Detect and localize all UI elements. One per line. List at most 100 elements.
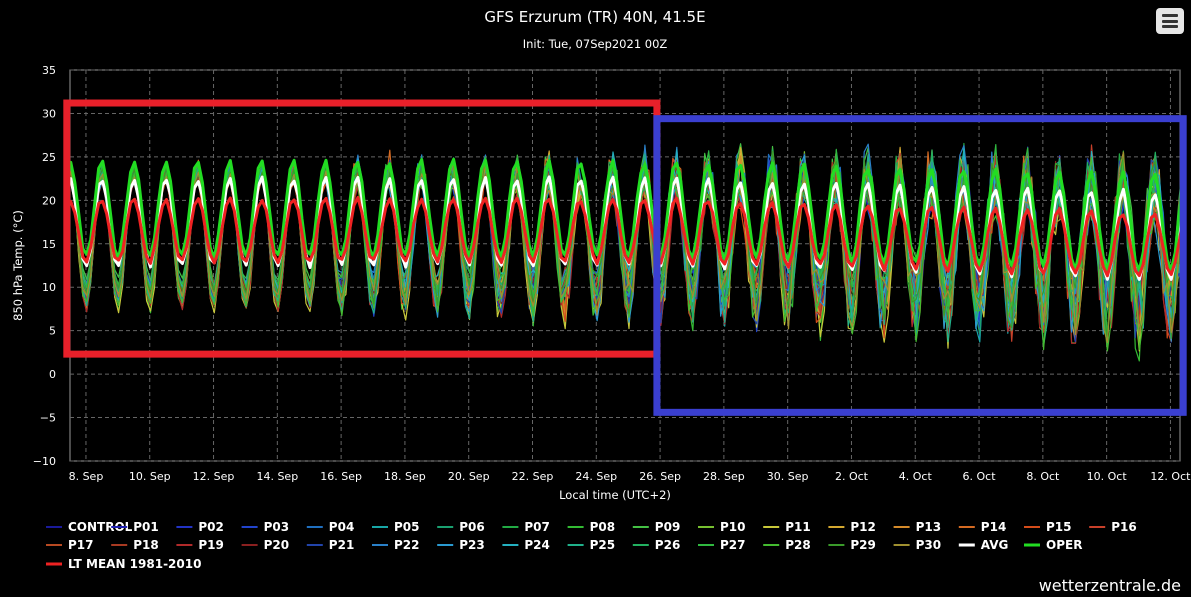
x-tick-label: 20. Sep <box>448 470 490 483</box>
legend-item-p14[interactable]: P14 <box>958 520 1007 534</box>
legend-item-p17[interactable]: P17 <box>46 538 94 552</box>
x-tick-label: 12. Oct <box>1150 470 1191 483</box>
legend-item-avg[interactable]: AVG <box>958 538 1009 552</box>
legend-label: P19 <box>198 538 224 552</box>
legend-label: P26 <box>655 538 681 552</box>
legend-item-p30[interactable]: P30 <box>893 538 942 552</box>
plot-grid <box>69 69 1181 462</box>
legend-label: CONTROL <box>68 520 133 534</box>
x-tick-label: 28. Sep <box>703 470 745 483</box>
y-tick-label: 25 <box>42 151 56 164</box>
legend-item-p12[interactable]: P12 <box>828 520 876 534</box>
legend-label: P11 <box>785 520 811 534</box>
legend-label: P21 <box>329 538 355 552</box>
legend-item-p16[interactable]: P16 <box>1089 520 1137 534</box>
legend-label: P04 <box>329 520 355 534</box>
legend-item-p28[interactable]: P28 <box>763 538 811 552</box>
hamburger-menu-icon[interactable] <box>1156 8 1184 34</box>
legend-item-p08[interactable]: P08 <box>567 520 616 534</box>
legend-label: P08 <box>590 520 616 534</box>
chart-subtitle: Init: Tue, 07Sep2021 00Z <box>523 37 668 51</box>
legend-label: P22 <box>394 538 420 552</box>
legend-label: P09 <box>655 520 681 534</box>
y-tick-label: 0 <box>49 368 56 381</box>
legend-item-p21[interactable]: P21 <box>306 538 355 552</box>
legend-item-p20[interactable]: P20 <box>241 538 290 552</box>
legend-item-p13[interactable]: P13 <box>893 520 942 534</box>
menu-bar <box>1162 14 1178 17</box>
legend: CONTROL P01 P02 P03 P04 P05 P06 P07 P08 P09 P10 P11… <box>46 520 1137 571</box>
legend-label: P13 <box>916 520 942 534</box>
legend-item-p25[interactable]: P25 <box>567 538 616 552</box>
x-tick-label: 2. Oct <box>835 470 869 483</box>
chart-title: GFS Erzurum (TR) 40N, 41.5E <box>484 8 705 26</box>
legend-label: P17 <box>68 538 94 552</box>
legend-label: P14 <box>981 520 1007 534</box>
legend-item-p07[interactable]: P07 <box>502 520 550 534</box>
legend-label: P01 <box>133 520 159 534</box>
legend-label: P20 <box>264 538 290 552</box>
legend-label: P03 <box>264 520 290 534</box>
legend-label: P23 <box>459 538 485 552</box>
legend-label: P28 <box>785 538 811 552</box>
x-tick-label: 14. Sep <box>256 470 298 483</box>
x-tick-label: 12. Sep <box>193 470 235 483</box>
legend-label: P10 <box>720 520 746 534</box>
legend-item-p26[interactable]: P26 <box>632 538 681 552</box>
y-tick-label: −10 <box>33 455 56 468</box>
legend-item-p22[interactable]: P22 <box>372 538 420 552</box>
legend-label: P27 <box>720 538 746 552</box>
legend-item-p23[interactable]: P23 <box>437 538 485 552</box>
x-tick-label: 18. Sep <box>384 470 426 483</box>
x-tick-label: 10. Sep <box>129 470 171 483</box>
y-tick-label: 15 <box>42 238 56 251</box>
legend-item-lt-mean-1981-2010[interactable]: LT MEAN 1981-2010 <box>46 557 201 571</box>
legend-label: P12 <box>850 520 876 534</box>
y-tick-label: 35 <box>42 64 56 77</box>
legend-label: P30 <box>916 538 942 552</box>
legend-item-p06[interactable]: P06 <box>437 520 485 534</box>
x-tick-label: 6. Oct <box>963 470 997 483</box>
legend-item-p24[interactable]: P24 <box>502 538 550 552</box>
menu-bar <box>1162 19 1178 23</box>
legend-item-p02[interactable]: P02 <box>176 520 224 534</box>
y-axis-label: 850 hPa Temp. (°C) <box>11 210 25 321</box>
legend-item-p03[interactable]: P03 <box>241 520 290 534</box>
legend-label: LT MEAN 1981-2010 <box>68 557 201 571</box>
x-tick-label: 4. Oct <box>899 470 933 483</box>
legend-item-p04[interactable]: P04 <box>306 520 355 534</box>
legend-label: AVG <box>981 538 1009 552</box>
legend-item-p11[interactable]: P11 <box>763 520 811 534</box>
x-tick-label: 8. Oct <box>1026 470 1060 483</box>
legend-label: P16 <box>1111 520 1137 534</box>
legend-item-control[interactable]: CONTROL <box>46 520 133 534</box>
legend-item-oper[interactable]: OPER <box>1024 538 1082 552</box>
y-tick-label: −5 <box>40 412 56 425</box>
watermark: wetterzentrale.de <box>1038 576 1181 595</box>
annotation-box-2 <box>653 115 1187 416</box>
legend-item-p19[interactable]: P19 <box>176 538 224 552</box>
series-lines <box>65 142 1185 362</box>
legend-item-p15[interactable]: P15 <box>1024 520 1072 534</box>
legend-label: P15 <box>1046 520 1072 534</box>
menu-bar <box>1162 25 1178 28</box>
x-axis-label: Local time (UTC+2) <box>559 488 671 502</box>
legend-item-p10[interactable]: P10 <box>698 520 746 534</box>
legend-item-p29[interactable]: P29 <box>828 538 876 552</box>
legend-item-p05[interactable]: P05 <box>372 520 420 534</box>
legend-item-p27[interactable]: P27 <box>698 538 746 552</box>
legend-label: P29 <box>850 538 876 552</box>
x-tick-label: 8. Sep <box>69 470 104 483</box>
legend-label: P02 <box>198 520 224 534</box>
y-tick-label: 10 <box>42 281 56 294</box>
legend-item-p01[interactable]: P01 <box>111 520 159 534</box>
x-tick-label: 22. Sep <box>512 470 554 483</box>
x-tick-label: 16. Sep <box>320 470 362 483</box>
legend-item-p18[interactable]: P18 <box>111 538 159 552</box>
legend-label: P07 <box>524 520 550 534</box>
x-tick-label: 24. Sep <box>575 470 617 483</box>
series-line-lt-mean-1981-2010 <box>66 196 1185 278</box>
annotation-boxes <box>63 99 1187 416</box>
legend-item-p09[interactable]: P09 <box>632 520 681 534</box>
legend-label: P24 <box>524 538 550 552</box>
